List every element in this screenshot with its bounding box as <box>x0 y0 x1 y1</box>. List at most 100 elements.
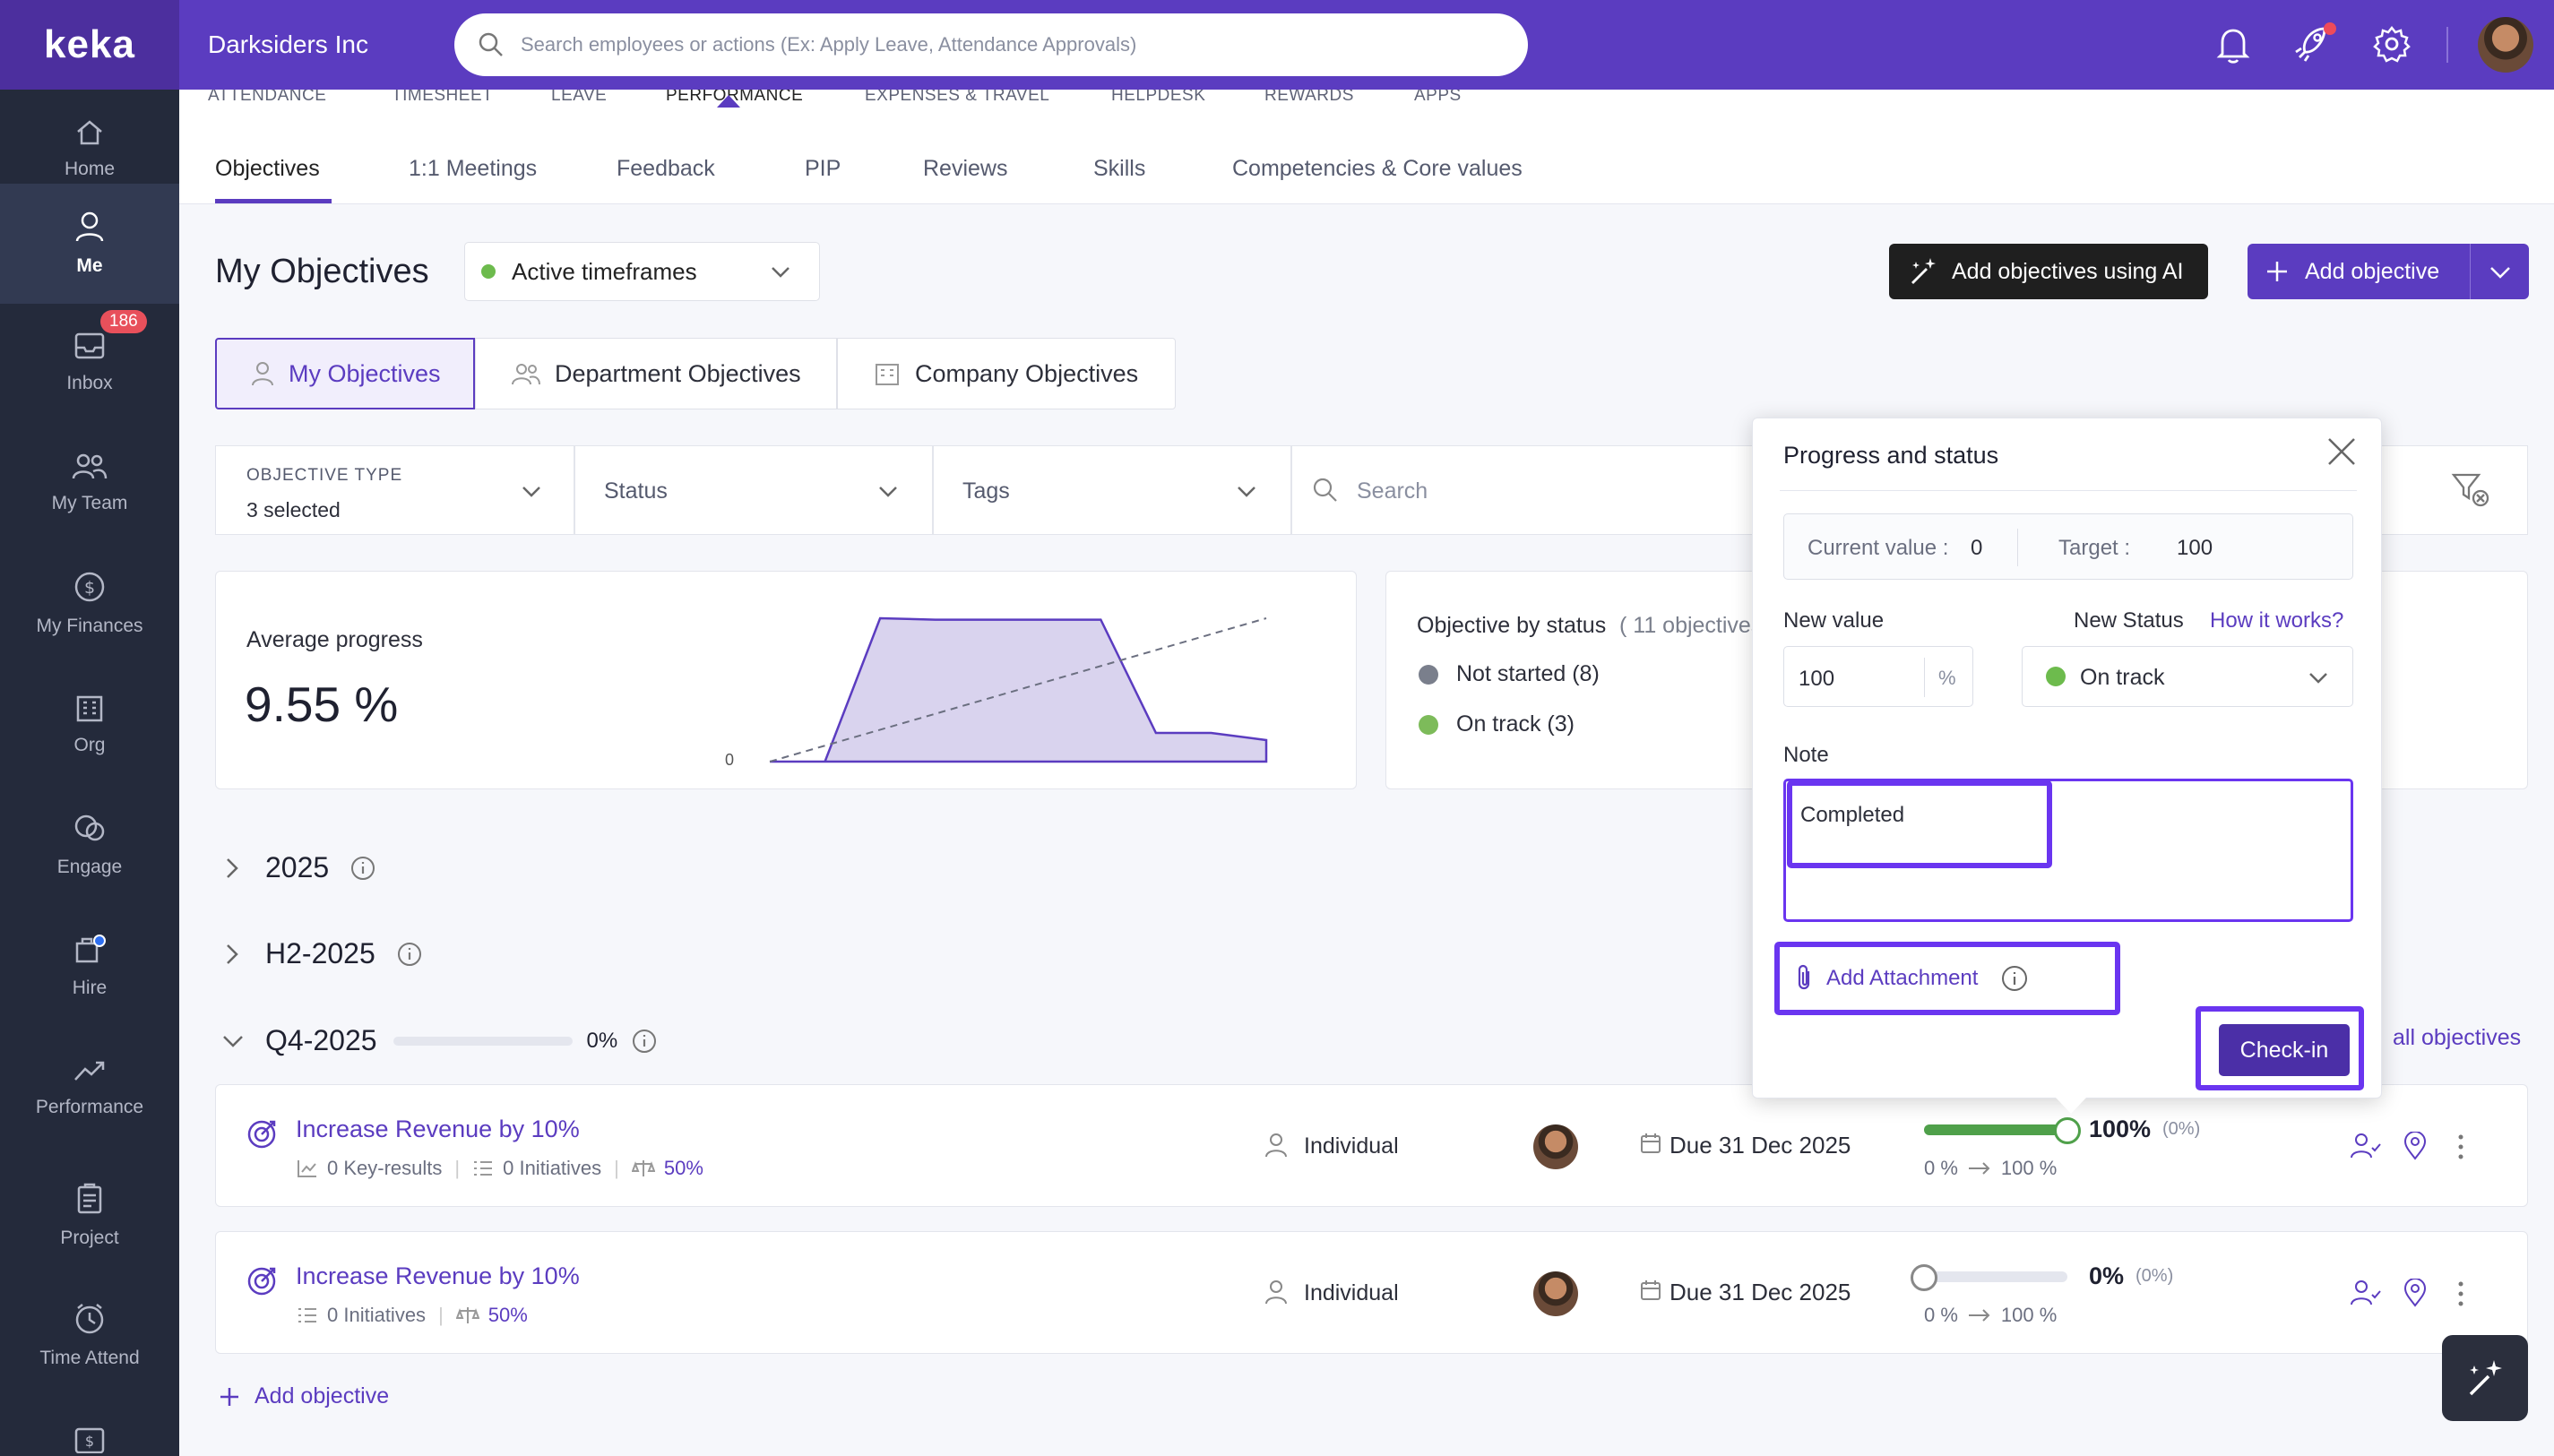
info-icon[interactable] <box>632 1029 657 1054</box>
location-pin-icon[interactable] <box>2403 1132 2428 1160</box>
filter-clear-icon[interactable] <box>2450 470 2489 509</box>
timeframe-q4-2025[interactable]: Q4-2025 0% <box>220 1024 657 1057</box>
how-it-works-link[interactable]: How it works? <box>2210 608 2344 633</box>
ai-assistant-button[interactable] <box>2442 1335 2528 1421</box>
tab-objectives[interactable]: Objectives <box>215 156 320 181</box>
info-icon[interactable] <box>397 942 422 967</box>
rocket-icon[interactable] <box>2292 20 2337 66</box>
sidebar-item-me[interactable]: Me <box>0 184 179 304</box>
tags-filter[interactable]: Tags <box>933 445 1291 535</box>
sidebar-item-engage[interactable]: Engage <box>0 786 179 906</box>
tab-feedback[interactable]: Feedback <box>617 156 715 181</box>
sidebar-item-home[interactable]: Home <box>0 90 179 210</box>
arrow-right-icon <box>1968 1309 1990 1322</box>
engage-icon <box>74 814 105 841</box>
chevron-down-icon <box>522 487 540 497</box>
objective-progress-bar <box>1924 1271 2067 1282</box>
new-status-select[interactable]: On track <box>2022 646 2353 707</box>
objective-row[interactable]: Increase Revenue by 10% 0 Key-results | … <box>215 1084 2528 1207</box>
keka-logo[interactable]: keka <box>0 0 179 90</box>
sidebar-item-hire[interactable]: Hire <box>0 907 179 1027</box>
tab-company-objectives[interactable]: Company Objectives <box>837 338 1176 409</box>
module-tab-expenses[interactable]: EXPENSES & TRAVEL <box>865 90 1050 105</box>
progress-slider-handle[interactable] <box>2054 1117 2081 1144</box>
timeframe-h2-2025[interactable]: H2-2025 <box>222 937 422 970</box>
tab-label: My Objectives <box>289 359 441 387</box>
assign-user-icon[interactable] <box>2349 1279 2383 1307</box>
add-button-label: Add objective <box>2305 258 2440 284</box>
status-dot <box>1419 715 1438 736</box>
sidebar-item-my-finances[interactable]: $ My Finances <box>0 544 179 664</box>
module-tab-apps[interactable]: APPS <box>1414 90 1462 105</box>
tab-competencies[interactable]: Competencies & Core values <box>1232 156 1523 181</box>
module-tab-timesheet[interactable]: TIMESHEET <box>392 90 494 105</box>
attachment-label: Add Attachment <box>1826 966 1979 990</box>
add-objective-dropdown[interactable] <box>2470 244 2529 299</box>
active-tab-caret <box>717 95 740 108</box>
sidebar-item-org[interactable]: Org <box>0 665 179 785</box>
tab-department-objectives[interactable]: Department Objectives <box>475 338 837 409</box>
sidebar-item-project[interactable]: Project <box>0 1156 179 1276</box>
tab-my-objectives[interactable]: My Objectives <box>215 338 475 409</box>
chart-axis-zero: 0 <box>725 751 735 769</box>
chevron-right-icon <box>227 943 238 964</box>
add-objective-link[interactable]: Add objective <box>219 1383 389 1409</box>
checkin-button[interactable]: Check-in <box>2219 1024 2350 1076</box>
objective-type-filter[interactable]: OBJECTIVE TYPE 3 selected <box>215 445 574 535</box>
status-filter[interactable]: Status <box>574 445 933 535</box>
sidebar-item-performance[interactable]: Performance <box>0 1028 179 1148</box>
more-vertical-icon[interactable] <box>2456 1280 2465 1307</box>
objective-title[interactable]: Increase Revenue by 10% <box>296 1116 580 1142</box>
global-search-input[interactable]: Search employees or actions (Ex: Apply L… <box>454 13 1528 76</box>
sidebar-item-my-team[interactable]: My Team <box>0 423 179 543</box>
new-value-input[interactable]: 100 % <box>1783 646 1973 707</box>
tab-pip[interactable]: PIP <box>805 156 841 181</box>
expense-icon[interactable]: $ <box>73 1426 106 1453</box>
timeframe-2025[interactable]: 2025 <box>222 851 375 884</box>
org-icon <box>76 695 103 722</box>
progress-slider-handle[interactable] <box>1911 1264 1937 1291</box>
location-pin-icon[interactable] <box>2403 1279 2428 1307</box>
note-textarea[interactable]: Completed <box>1783 779 2353 922</box>
info-icon[interactable] <box>350 856 375 881</box>
search-icon <box>479 32 503 56</box>
module-tab-helpdesk[interactable]: HELPDESK <box>1111 90 1206 105</box>
gear-icon[interactable] <box>2373 25 2411 63</box>
info-icon[interactable] <box>2001 965 2028 992</box>
user-icon <box>75 211 104 242</box>
owner-avatar[interactable] <box>1533 1124 1578 1169</box>
arrow-right-icon <box>1968 1162 1990 1175</box>
add-attachment-button[interactable]: Add Attachment <box>1774 942 2120 1015</box>
user-avatar[interactable] <box>2478 17 2533 73</box>
sidebar-item-inbox[interactable]: Inbox <box>0 303 179 423</box>
objective-title[interactable]: Increase Revenue by 10% <box>296 1262 580 1289</box>
sidebar-item-label: Org <box>73 735 106 755</box>
module-tab-performance[interactable]: PERFORMANCE <box>666 90 804 105</box>
tab-meetings[interactable]: 1:1 Meetings <box>409 156 538 181</box>
sidebar-item-time-attend[interactable]: Time Attend <box>0 1276 179 1396</box>
close-icon[interactable] <box>2325 435 2359 469</box>
range-from: 0 % <box>1924 1304 1958 1326</box>
objective-row[interactable]: Increase Revenue by 10% 0 Initiatives | … <box>215 1231 2528 1354</box>
more-vertical-icon[interactable] <box>2456 1133 2465 1160</box>
status-label: On track (3) <box>1456 711 1575 737</box>
bell-icon[interactable] <box>2215 25 2251 65</box>
tab-label: Department Objectives <box>555 359 801 387</box>
status-on-track: On track (3) <box>1419 711 1575 737</box>
module-tab-attendance[interactable]: ATTENDANCE <box>208 90 327 105</box>
timeframe-select[interactable]: Active timeframes <box>464 242 820 301</box>
view-all-objectives-link[interactable]: all objectives <box>2393 1025 2522 1050</box>
module-tab-rewards[interactable]: REWARDS <box>1264 90 1354 105</box>
owner-avatar[interactable] <box>1533 1271 1578 1316</box>
sidebar-item-label: Home <box>64 159 116 179</box>
tab-skills[interactable]: Skills <box>1093 156 1146 181</box>
tab-reviews[interactable]: Reviews <box>923 156 1008 181</box>
paperclip-icon <box>1798 964 1810 990</box>
magic-wand-icon <box>1911 258 1936 284</box>
add-objective-button[interactable]: Add objective <box>2248 244 2472 299</box>
filter-label: Status <box>604 478 668 504</box>
initiatives-icon <box>474 1161 493 1176</box>
assign-user-icon[interactable] <box>2349 1132 2383 1160</box>
add-objectives-ai-button[interactable]: Add objectives using AI <box>1889 244 2208 299</box>
module-tab-leave[interactable]: LEAVE <box>551 90 608 105</box>
